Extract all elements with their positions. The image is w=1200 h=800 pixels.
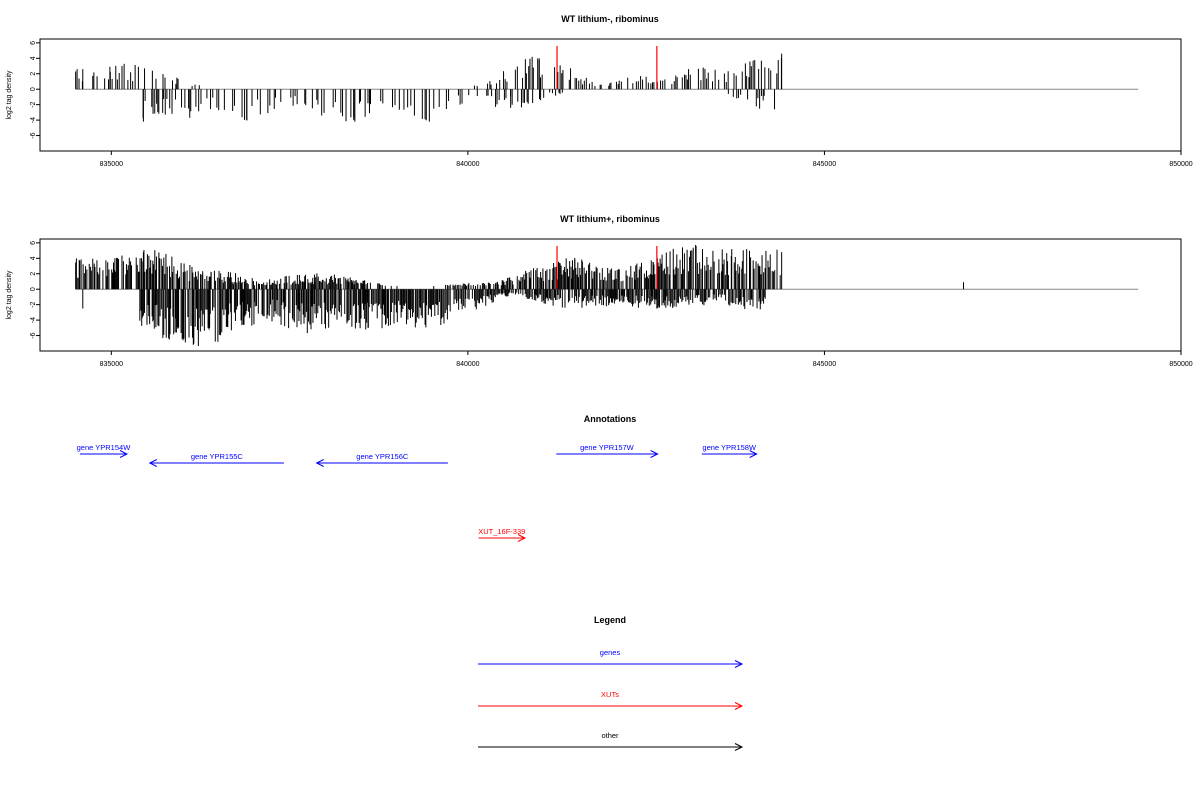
legend-title: Legend <box>594 615 626 625</box>
x-tick-label: 835000 <box>100 361 123 368</box>
annotations-title: Annotations <box>584 414 637 424</box>
x-tick-label: 845000 <box>813 361 836 368</box>
panel-title: WT lithium+, ribominus <box>560 214 660 224</box>
y-tick-label: 0 <box>30 87 37 91</box>
gene-label: gene YPR158W <box>702 443 757 452</box>
gene-arrow <box>556 450 659 458</box>
y-tick-label: 2 <box>30 272 37 276</box>
xut-label: XUT_16F-339 <box>478 527 525 536</box>
legend-item-xuts: XUTs <box>478 690 744 710</box>
panel-lithium-minus: WT lithium-, ribominus log2 tag density … <box>6 14 1193 168</box>
y-tick-label: 4 <box>30 56 37 60</box>
panel-lithium-plus: WT lithium+, ribominus log2 tag density … <box>6 214 1193 368</box>
y-axis-label: log2 tag density <box>6 270 13 320</box>
legend-panel: Legend genes XUTs other <box>478 615 744 751</box>
legend-items: genes XUTs other <box>478 648 744 751</box>
legend-label: genes <box>600 648 621 657</box>
arrow-head <box>119 450 129 458</box>
x-tick-label: 835000 <box>100 161 123 168</box>
x-tick-label: 850000 <box>1169 361 1192 368</box>
arrow-head <box>315 459 324 467</box>
data-layer <box>75 245 1139 346</box>
gene-arrow <box>701 450 758 458</box>
axes-layer: 6 4 2 0 -2 -4 -6 835000 840000 845000 850000 <box>30 241 1193 368</box>
legend-arrow-head <box>734 702 744 710</box>
plot-frame <box>39 38 1182 152</box>
panel-title: WT lithium-, ribominus <box>561 14 659 24</box>
arrow-head <box>749 450 758 458</box>
data-layer <box>75 45 1139 122</box>
annotation-tracks: gene YPR154W gene YPR155C gene YPR156C gene… <box>77 443 758 542</box>
x-tick-label: 845000 <box>813 161 836 168</box>
y-tick-label: 0 <box>30 287 37 291</box>
plot-frame <box>39 238 1182 352</box>
y-tick-label: -4 <box>30 117 37 123</box>
x-tick-label: 840000 <box>456 361 479 368</box>
y-axis-label: log2 tag density <box>6 70 13 120</box>
gene-label: gene YPR155C <box>191 452 244 461</box>
arrow-head <box>148 459 158 467</box>
gene-arrow <box>315 459 448 467</box>
xut-arrow <box>478 534 527 542</box>
y-tick-label: -4 <box>30 317 37 323</box>
legend-arrow-head <box>734 660 744 668</box>
legend-label: other <box>601 731 619 740</box>
y-tick-label: -2 <box>30 301 37 307</box>
y-tick-label: -2 <box>30 101 37 107</box>
gene-label: gene YPR154W <box>77 443 132 452</box>
arrow-head <box>650 450 659 458</box>
y-tick-label: 4 <box>30 256 37 260</box>
y-tick-label: 6 <box>30 41 37 45</box>
y-tick-label: 2 <box>30 72 37 76</box>
gene-label: gene YPR157W <box>580 443 635 452</box>
legend-arrow-head <box>734 743 744 751</box>
gene-arrow <box>79 450 129 458</box>
x-tick-label: 840000 <box>456 161 479 168</box>
legend-item-other: other <box>478 731 744 751</box>
y-tick-label: -6 <box>30 132 37 138</box>
legend-label: XUTs <box>601 690 619 699</box>
x-tick-label: 850000 <box>1169 161 1192 168</box>
arrow-head <box>517 534 527 542</box>
y-tick-label: -6 <box>30 332 37 338</box>
y-tick-label: 6 <box>30 241 37 245</box>
axes-layer: 6 4 2 0 -2 -4 -6 835000 840000 845000 850000 <box>30 41 1193 168</box>
legend-item-genes: genes <box>478 648 744 668</box>
gene-arrow <box>148 459 284 467</box>
gene-label: gene YPR156C <box>356 452 409 461</box>
